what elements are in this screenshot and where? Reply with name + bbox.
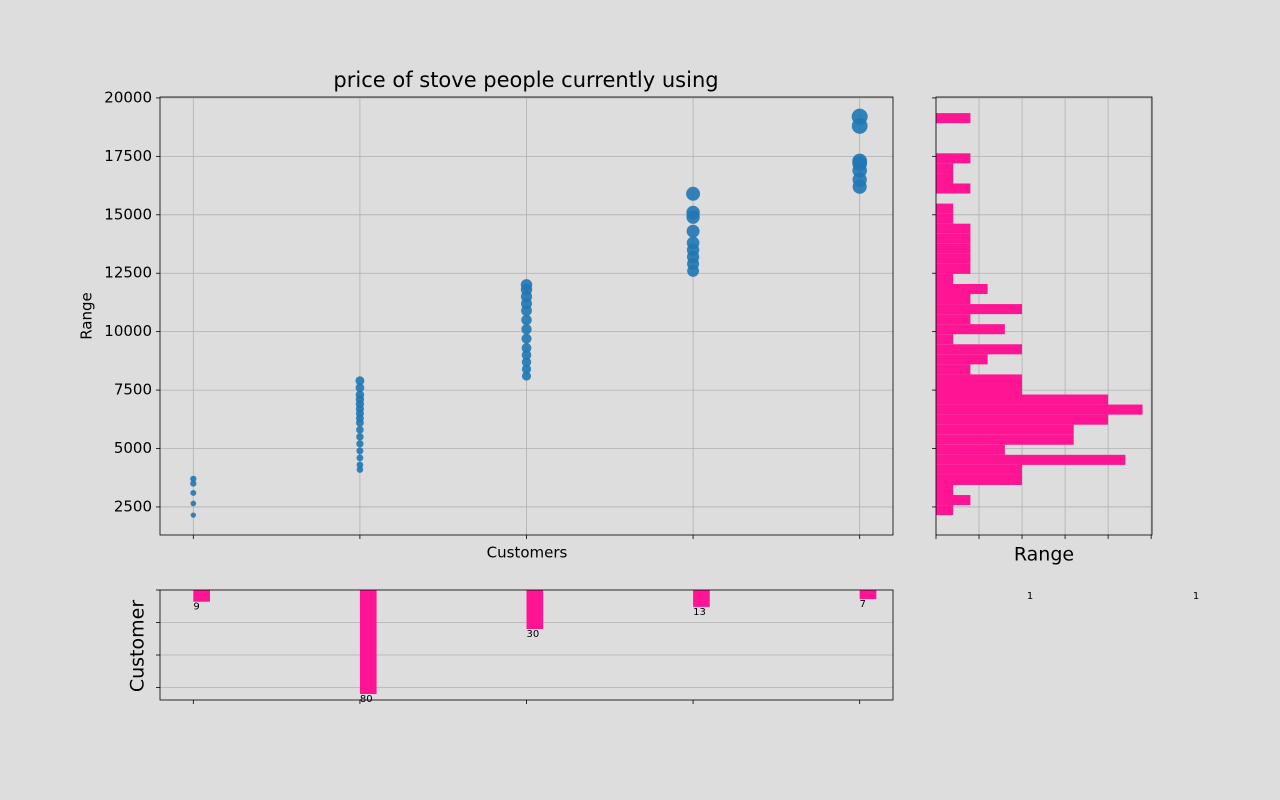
histogram-bar [936, 304, 1023, 315]
point [521, 364, 532, 374]
histogram-bar [936, 113, 971, 124]
point [190, 512, 196, 518]
axes-frame [159, 589, 894, 701]
bar [193, 590, 210, 602]
point [521, 350, 532, 360]
histogram-bar [936, 233, 971, 244]
histogram-bar [936, 183, 971, 194]
histogram-bar [936, 474, 1023, 485]
histogram-bar [936, 223, 971, 234]
point [356, 440, 364, 448]
data-label: 30 [527, 629, 540, 640]
point [521, 343, 532, 353]
data-label: 13 [693, 607, 706, 618]
y-tick-label: 5000 [114, 439, 152, 457]
histogram-bar [936, 464, 1023, 475]
data-label: 9 [193, 602, 199, 613]
histogram-bar [936, 314, 971, 325]
histogram-bar [936, 173, 954, 184]
histogram-bar [936, 454, 1126, 465]
histogram-bar [936, 484, 954, 496]
y-tick-label: 15000 [104, 205, 152, 223]
x-axis-label: Customers [487, 544, 568, 562]
point [852, 153, 868, 169]
y-tick-label: 10000 [104, 322, 152, 340]
point [521, 324, 532, 335]
point [520, 279, 533, 291]
point [521, 333, 532, 344]
y-tick-label: 20000 [104, 88, 152, 106]
point [190, 480, 197, 487]
histogram-bar [936, 213, 954, 224]
point [851, 108, 868, 125]
point [356, 454, 364, 462]
histogram-bar [936, 283, 988, 295]
axes-frame [159, 96, 894, 536]
point [356, 461, 364, 469]
annotation: 1 [1027, 591, 1033, 602]
histogram-bar [936, 354, 988, 365]
histogram-bar [936, 424, 1074, 435]
histogram-bar [936, 374, 1023, 385]
point [686, 224, 700, 238]
histogram-bar [936, 253, 971, 264]
point [355, 383, 365, 393]
annotation: 1 [1193, 591, 1199, 602]
histogram-bar [936, 344, 1023, 355]
bar [526, 590, 544, 630]
histogram-bar [936, 203, 954, 214]
histogram-bar [936, 505, 954, 516]
point [521, 357, 532, 367]
point [355, 390, 365, 400]
histogram-bar [936, 153, 971, 164]
point [190, 500, 197, 507]
histogram-bar [936, 163, 954, 174]
axes-frame [935, 96, 1153, 536]
bar [359, 590, 377, 695]
histogram-bar [936, 434, 1074, 445]
histogram-bar [936, 243, 971, 254]
histogram-bar [936, 273, 954, 284]
histogram-bar [936, 384, 1023, 395]
histogram-bar [936, 364, 971, 375]
data-label: 7 [860, 599, 866, 610]
histogram-bar [936, 444, 1005, 455]
data-label: 80 [360, 694, 373, 705]
bar [859, 590, 877, 600]
x-axis-label: Range [1014, 544, 1074, 566]
point [686, 186, 701, 201]
point [356, 447, 364, 455]
bar [693, 590, 710, 607]
histogram-bar [936, 495, 971, 506]
histogram-bar [936, 294, 971, 305]
point [521, 314, 532, 326]
point [686, 205, 700, 220]
y-tick-label: 2500 [114, 497, 152, 515]
point [356, 466, 364, 473]
chart-title: price of stove people currently using [333, 68, 718, 92]
point [190, 489, 197, 496]
y-axis-label: Range [78, 292, 96, 340]
histogram-bar [936, 404, 1143, 415]
y-tick-label: 17500 [104, 147, 152, 165]
point [521, 371, 532, 381]
y-axis-label: Customer [127, 600, 149, 692]
y-tick-label: 12500 [104, 264, 152, 282]
histogram-bar [936, 394, 1109, 405]
histogram-bar [936, 263, 971, 274]
point [356, 426, 364, 434]
y-tick-label: 7500 [114, 381, 152, 399]
point [356, 433, 364, 441]
histogram-bar [936, 324, 1005, 335]
point [355, 376, 365, 386]
point [190, 475, 197, 483]
histogram-bar [936, 334, 954, 345]
histogram-bar [936, 414, 1109, 425]
point [686, 236, 700, 250]
